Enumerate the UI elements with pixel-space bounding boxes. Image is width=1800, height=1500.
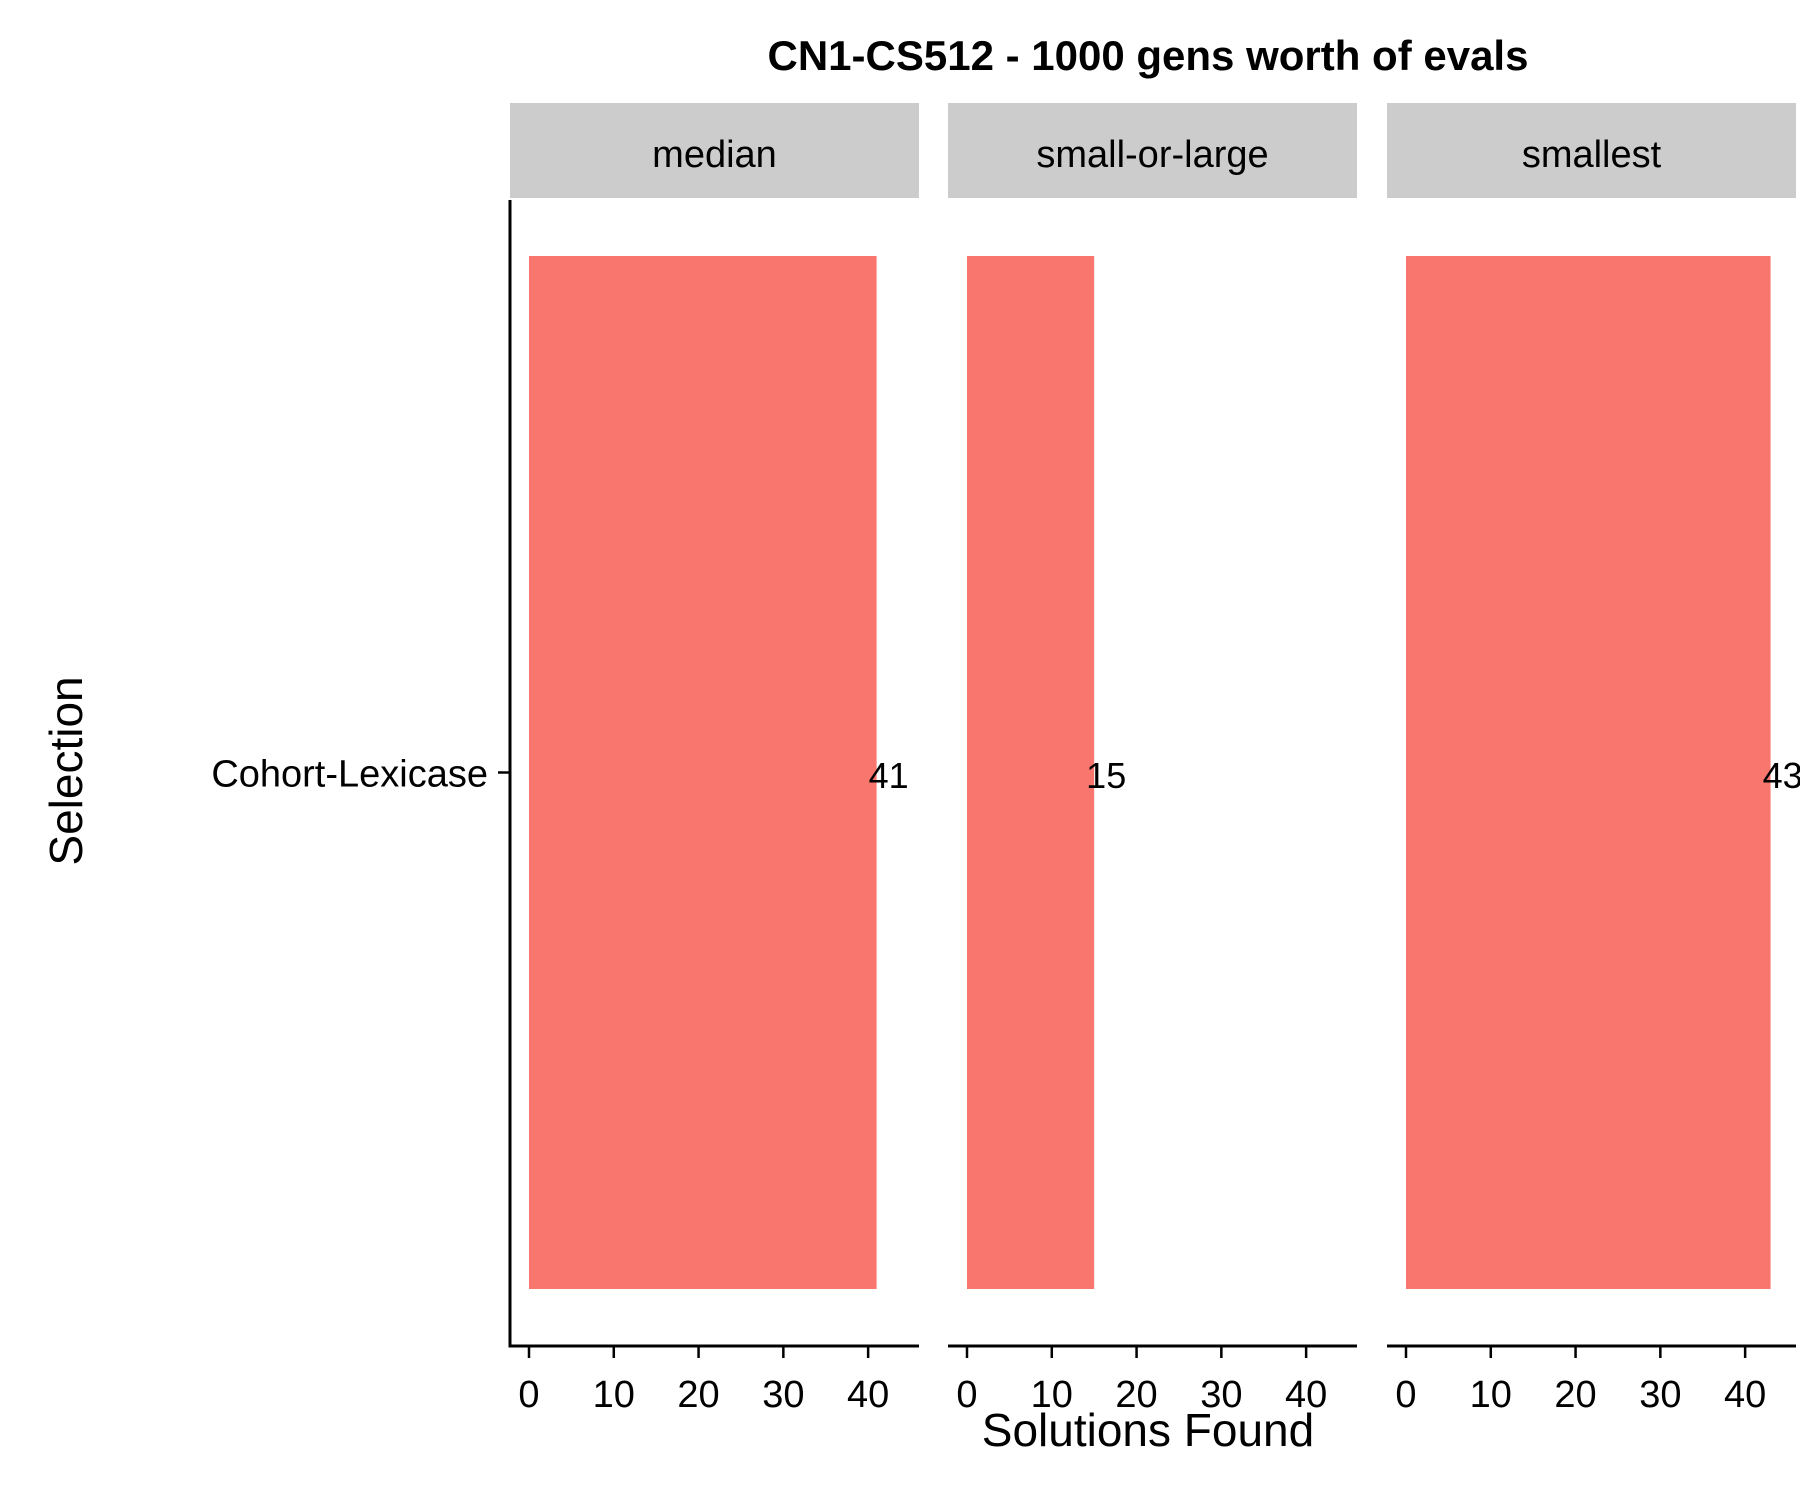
y-tick-label: Cohort-Lexicase xyxy=(211,754,488,796)
x-tick-label: 20 xyxy=(1115,1374,1157,1416)
bar-value-label: 41 xyxy=(869,755,909,796)
x-tick-label: 40 xyxy=(1285,1374,1327,1416)
x-tick-label: 40 xyxy=(1724,1374,1766,1416)
bar xyxy=(967,256,1095,1289)
chart-title: CN1-CS512 - 1000 gens worth of evals xyxy=(768,32,1529,79)
facet-strip-label: small-or-large xyxy=(1036,134,1268,176)
facet-strip xyxy=(948,103,1357,198)
x-tick-label: 40 xyxy=(847,1374,889,1416)
x-tick-label: 0 xyxy=(956,1374,977,1416)
bar xyxy=(529,256,877,1289)
facet-panel-smallest: smallest 43 0 10 20 30 40 xyxy=(1387,103,1800,1416)
x-axis-title: Solutions Found xyxy=(982,1404,1314,1456)
facet-strip xyxy=(1387,103,1796,198)
facet-strip-label: median xyxy=(652,134,777,176)
y-axis: Cohort-Lexicase xyxy=(211,200,512,1348)
x-tick-label: 0 xyxy=(518,1374,539,1416)
facet-panels: median 41 0 10 20 30 40 small-or-large 15 0 10 20 30… xyxy=(510,103,1800,1416)
bar xyxy=(1406,256,1771,1289)
bar-value-label: 15 xyxy=(1086,755,1126,796)
y-axis-title: Selection xyxy=(40,676,92,865)
facet-strip-label: smallest xyxy=(1522,134,1662,176)
facet-strip xyxy=(510,103,919,198)
bar-value-label: 43 xyxy=(1763,755,1800,796)
x-tick-label: 20 xyxy=(677,1374,719,1416)
x-tick-label: 10 xyxy=(1470,1374,1512,1416)
facet-panel-median: median 41 0 10 20 30 40 xyxy=(510,103,919,1416)
x-tick-label: 0 xyxy=(1395,1374,1416,1416)
x-tick-label: 30 xyxy=(1639,1374,1681,1416)
x-tick-label: 30 xyxy=(762,1374,804,1416)
x-tick-label: 10 xyxy=(1031,1374,1073,1416)
x-tick-label: 30 xyxy=(1200,1374,1242,1416)
x-tick-label: 10 xyxy=(593,1374,635,1416)
facet-panel-small-or-large: small-or-large 15 0 10 20 30 40 xyxy=(948,103,1357,1416)
x-tick-label: 20 xyxy=(1554,1374,1596,1416)
